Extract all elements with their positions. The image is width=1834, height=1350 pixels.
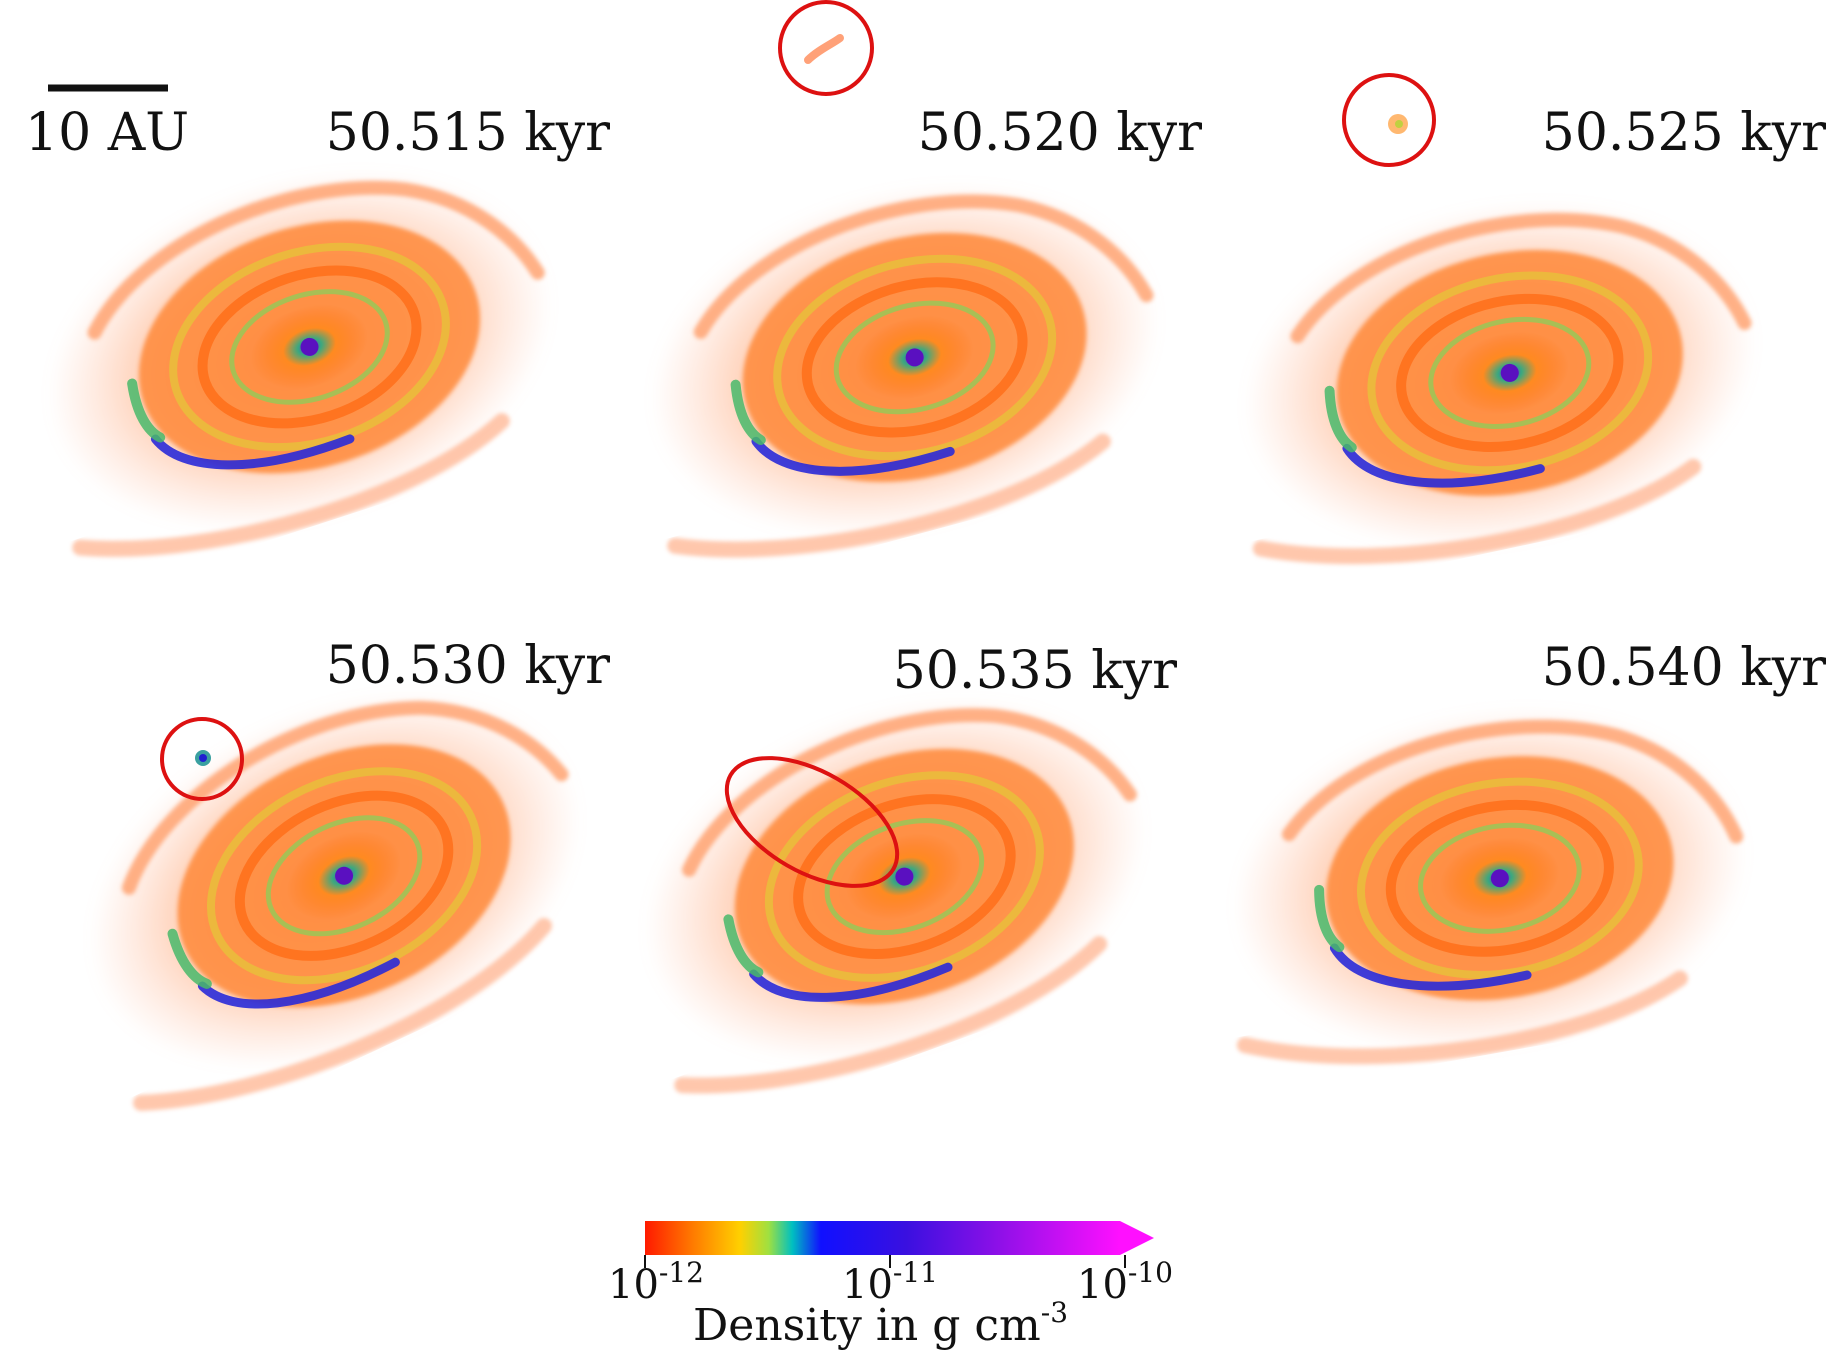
fragment-highlight-circle bbox=[778, 0, 874, 96]
colorbar-tick-label: 10-11 bbox=[842, 1256, 938, 1308]
fragment-highlight-ellipse bbox=[724, 756, 900, 888]
snapshot-panel-6: 50.540 kyr bbox=[1195, 638, 1826, 1094]
colorbar-tick-label: 10-10 bbox=[1077, 1256, 1173, 1308]
panel-5-time: 50.535 kyr bbox=[893, 641, 1177, 701]
snapshot-panel-3: 50.525 kyr bbox=[1201, 73, 1826, 597]
panel-6-time: 50.540 kyr bbox=[1542, 638, 1826, 698]
snapshot-panel-1: 50.515 kyr bbox=[0, 103, 610, 595]
snapshot-panel-2: 50.520 kyr bbox=[600, 0, 1202, 594]
panel-4-time: 50.530 kyr bbox=[326, 636, 610, 696]
colorbar-label: Density in g cm-3 bbox=[693, 1296, 1068, 1350]
fragment-highlight-circle bbox=[1342, 73, 1436, 167]
fragment-clump bbox=[804, 34, 844, 64]
snapshot-panel-4: 50.530 kyr bbox=[18, 616, 642, 1148]
panel-1-time: 50.515 kyr bbox=[326, 103, 610, 163]
colorbar-extend-arrow bbox=[1120, 1221, 1154, 1255]
colorbar-gradient bbox=[645, 1221, 1120, 1255]
colorbar-tick-label: 10-12 bbox=[608, 1256, 704, 1308]
colorbar: 10-12 10-11 10-10 Density in g cm-3 bbox=[608, 1221, 1173, 1350]
fragment-highlight-circle bbox=[160, 717, 244, 801]
panel-2-time: 50.520 kyr bbox=[918, 103, 1202, 163]
scale-bar-label: 10 AU bbox=[25, 103, 189, 163]
panel-3-time: 50.525 kyr bbox=[1542, 103, 1826, 163]
snapshot-panel-5: 50.535 kyr bbox=[583, 631, 1197, 1132]
